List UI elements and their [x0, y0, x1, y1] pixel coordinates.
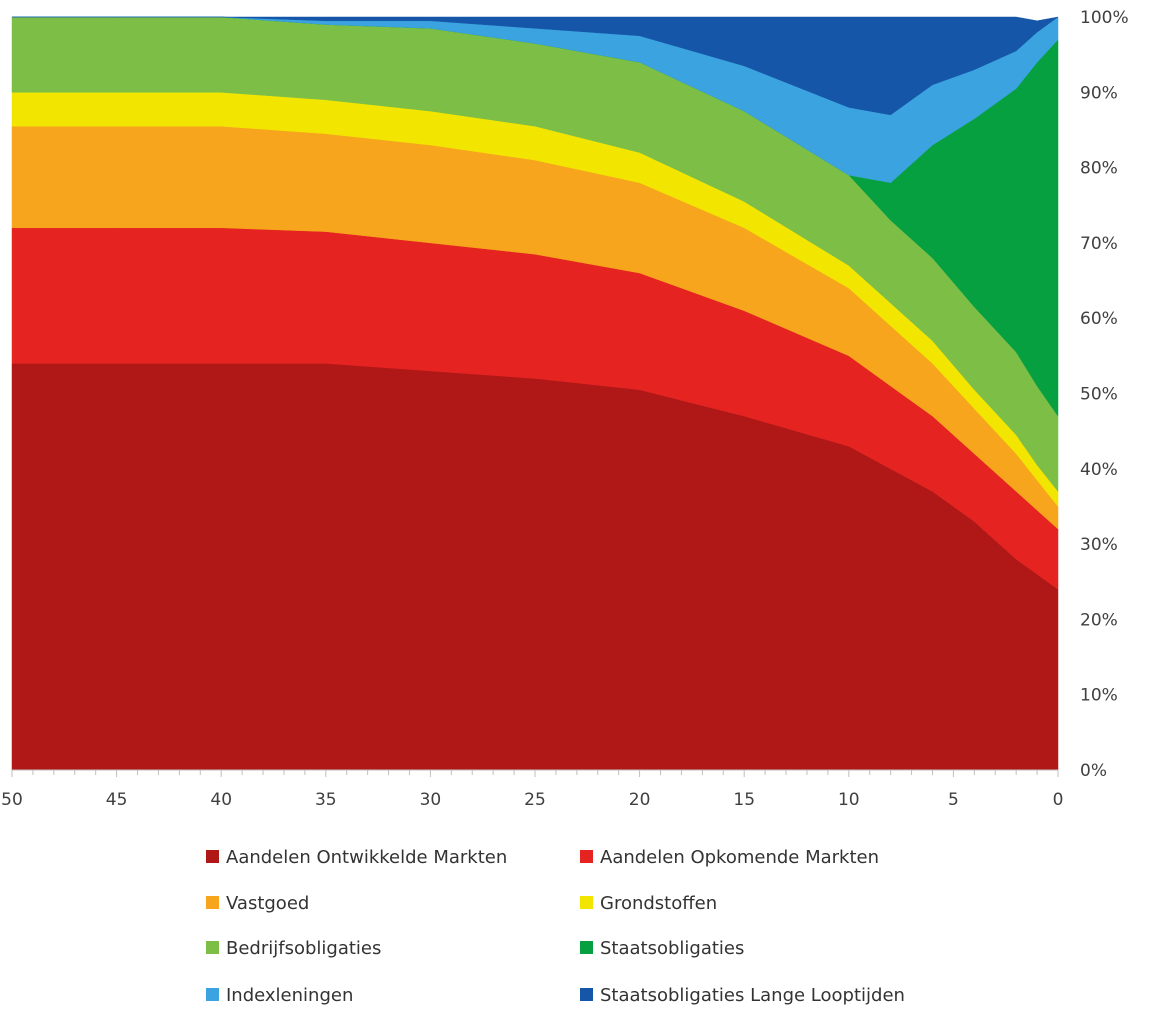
y-tick-label: 100%	[1080, 8, 1129, 28]
x-tick-label: 10	[838, 790, 860, 810]
legend-label-aandelen-ontwikkelde-markten: Aandelen Ontwikkelde Markten	[226, 847, 507, 868]
y-tick-label: 60%	[1080, 309, 1118, 329]
x-tick-label: 20	[629, 790, 651, 810]
chart-areas	[11, 16, 1059, 771]
x-tick-label: 45	[106, 790, 128, 810]
y-tick-label: 50%	[1080, 385, 1118, 405]
y-tick-label: 30%	[1080, 535, 1118, 555]
y-tick-label: 70%	[1080, 234, 1118, 254]
x-tick-label: 50	[1, 790, 23, 810]
y-tick-label: 40%	[1080, 460, 1118, 480]
legend-swatch-grondstoffen	[580, 896, 593, 909]
legend-label-grondstoffen: Grondstoffen	[600, 893, 717, 914]
legend-label-bedrijfsobligaties: Bedrijfsobligaties	[226, 938, 381, 959]
area-staatsobligaties-lange-looptijden	[12, 16, 1059, 116]
legend-swatch-staatsobligaties	[580, 941, 593, 954]
x-tick-label: 5	[948, 790, 959, 810]
legend-swatch-aandelen-opkomende-markten	[580, 850, 593, 863]
legend-swatch-staatsobligaties-lange-looptijden	[580, 988, 593, 1001]
legend-swatch-bedrijfsobligaties	[206, 941, 219, 954]
legend-swatch-aandelen-ontwikkelde-markten	[206, 850, 219, 863]
y-tick-label: 90%	[1080, 83, 1118, 103]
x-tick-label: 35	[315, 790, 337, 810]
legend-label-staatsobligaties: Staatsobligaties	[600, 938, 744, 959]
legend-label-staatsobligaties-lange-looptijden: Staatsobligaties Lange Looptijden	[600, 985, 905, 1006]
y-tick-label: 80%	[1080, 159, 1118, 179]
x-tick-label: 25	[524, 790, 546, 810]
x-tick-label: 40	[210, 790, 232, 810]
x-axis: 50 45 40 35 30 25 20 15 10 5 0	[1, 769, 1064, 810]
legend-swatch-indexleningen	[206, 988, 219, 1001]
x-tick-label: 15	[733, 790, 755, 810]
legend: Aandelen Ontwikkelde Markten Aandelen Opk…	[206, 847, 905, 1006]
legend-label-aandelen-opkomende-markten: Aandelen Opkomende Markten	[600, 847, 879, 868]
y-axis: 0% 10% 20% 30% 40% 50% 60% 70% 80% 90% 100%	[1080, 8, 1129, 781]
legend-swatch-vastgoed	[206, 896, 219, 909]
legend-label-indexleningen: Indexleningen	[226, 985, 353, 1006]
y-tick-label: 10%	[1080, 686, 1118, 706]
legend-label-vastgoed: Vastgoed	[226, 893, 309, 914]
x-tick-label: 30	[420, 790, 442, 810]
x-tick-label: 0	[1053, 790, 1064, 810]
y-tick-label: 0%	[1080, 761, 1107, 781]
y-tick-label: 20%	[1080, 610, 1118, 630]
